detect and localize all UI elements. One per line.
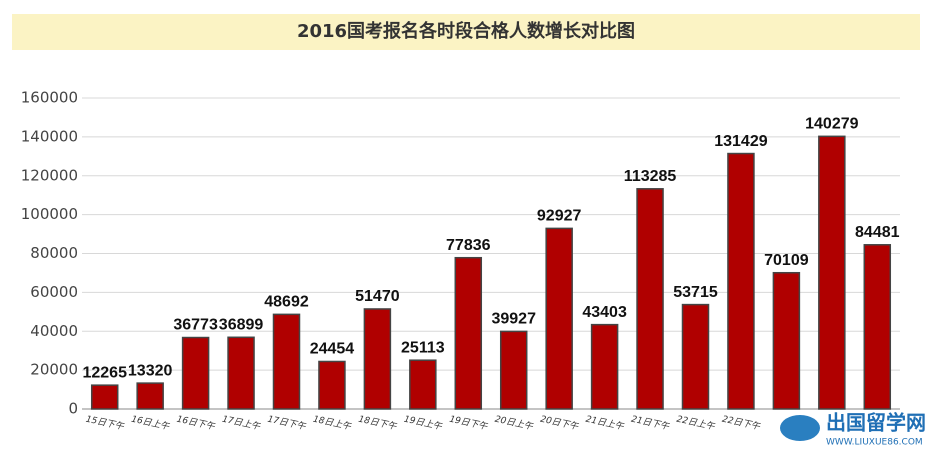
- value-label: 70109: [764, 252, 809, 269]
- y-tick-label: 100000: [21, 205, 78, 223]
- bar: [590, 323, 619, 410]
- y-tick-label: 40000: [30, 322, 78, 340]
- value-label: 53715: [673, 284, 718, 301]
- value-label: 39927: [491, 311, 536, 328]
- value-label: 113285: [624, 168, 677, 185]
- value-label: 12265: [82, 364, 127, 381]
- x-tick-label: 16日下午: [176, 414, 217, 433]
- bar: [363, 308, 392, 410]
- value-label: 43403: [582, 304, 627, 321]
- value-label: 140279: [805, 116, 858, 133]
- value-label: 131429: [714, 133, 767, 150]
- value-label: 51470: [355, 288, 400, 305]
- bar: [227, 336, 255, 410]
- value-label: 24454: [310, 341, 355, 358]
- bar: [499, 330, 528, 410]
- x-tick-label: 17日上午: [221, 414, 262, 433]
- value-label: 13320: [128, 362, 173, 379]
- y-tick-label: 20000: [30, 361, 78, 379]
- value-label: 92927: [537, 208, 582, 225]
- x-tick-label: 16日上午: [130, 414, 171, 433]
- x-tick-label: 18日下午: [357, 414, 398, 433]
- bar: [90, 384, 119, 410]
- bar: [863, 244, 892, 410]
- x-tick-label: 22日上午: [676, 414, 717, 433]
- x-tick-label: 19日上午: [403, 414, 444, 433]
- x-tick-label: 19日下午: [448, 414, 489, 433]
- watermark-text: 出国留学网: [826, 411, 926, 435]
- y-tick-label: 160000: [21, 89, 78, 107]
- value-label: 25113: [401, 339, 445, 356]
- bar: [727, 152, 755, 410]
- x-tick-label: 21日上午: [585, 414, 626, 433]
- x-tick-label: 21日下午: [630, 414, 671, 433]
- y-tick-label: 80000: [30, 244, 78, 262]
- x-tick-label: 17日下午: [267, 414, 308, 433]
- bar: [681, 303, 710, 410]
- watermark-url: WWW.LIUXUE86.COM: [826, 438, 923, 448]
- bar: [181, 336, 210, 410]
- bar: [545, 227, 573, 410]
- bar: [772, 271, 801, 410]
- bar: [636, 188, 664, 410]
- x-tick-label: 22日下午: [721, 414, 762, 433]
- chart-title: 2016国考报名各时段合格人数增长对比图: [297, 20, 635, 42]
- bar: [136, 382, 164, 410]
- bar: [272, 313, 301, 410]
- bar: [318, 360, 346, 410]
- x-tick-label: 20日下午: [539, 414, 580, 433]
- x-tick-label: 15日下午: [85, 414, 126, 433]
- bar: [409, 359, 437, 410]
- y-tick-label: 60000: [30, 283, 78, 301]
- bar: [454, 256, 483, 410]
- bar: [818, 135, 846, 410]
- value-label: 36899: [219, 316, 264, 333]
- y-tick-label: 0: [68, 400, 78, 418]
- value-label: 84481: [855, 224, 900, 241]
- x-tick-label: 18日上午: [312, 414, 353, 433]
- value-label: 36773: [173, 317, 218, 334]
- watermark: 出国留学网 WWW.LIUXUE86.COM: [780, 411, 926, 448]
- value-label: 77836: [446, 237, 491, 254]
- value-label: 48692: [264, 294, 309, 311]
- watermark-logo: [780, 415, 820, 441]
- title-bar: [12, 14, 920, 50]
- y-tick-label: 140000: [21, 127, 78, 145]
- y-tick-label: 120000: [21, 166, 78, 184]
- x-tick-label: 20日上午: [494, 414, 535, 433]
